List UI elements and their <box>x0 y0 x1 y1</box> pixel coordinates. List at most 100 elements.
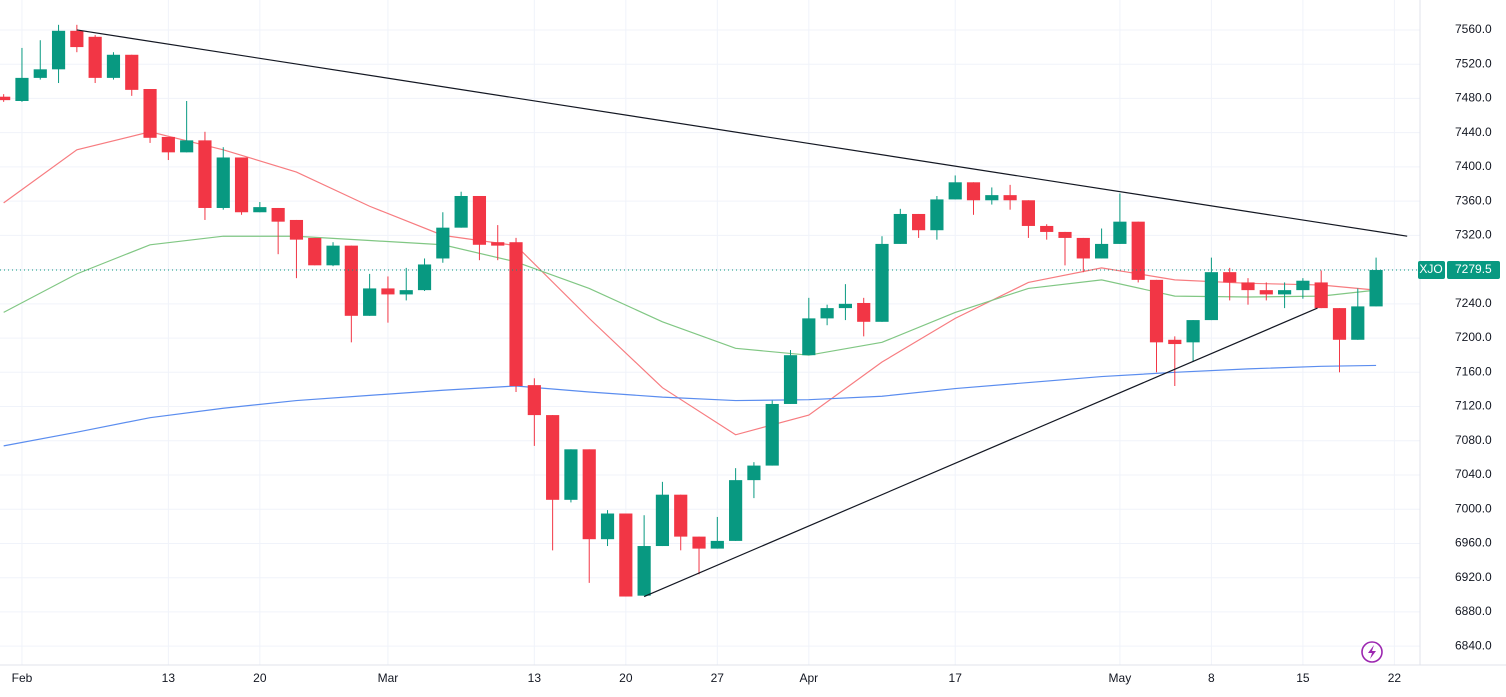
candle-body <box>0 96 11 101</box>
candle-body <box>1186 320 1200 343</box>
symbol-badge <box>1418 261 1445 280</box>
candle-body <box>546 415 560 500</box>
candle-body <box>1351 306 1365 340</box>
x-tick-label: 22 <box>1388 671 1402 685</box>
candle-body <box>527 385 541 416</box>
candle-body <box>454 195 468 228</box>
candle-body <box>491 242 505 246</box>
candle-body <box>966 182 981 201</box>
y-tick-label: 6880.0 <box>1455 604 1492 618</box>
candle-body <box>1314 282 1328 309</box>
candle-body <box>106 54 121 78</box>
candle-body <box>363 288 377 316</box>
candle-body <box>15 77 29 101</box>
candle-body <box>1113 221 1127 244</box>
candle-body <box>125 54 139 90</box>
y-tick-label: 7040.0 <box>1455 467 1492 481</box>
x-tick-label: 27 <box>711 671 725 685</box>
x-tick-label: Apr <box>799 671 818 685</box>
trend-line <box>643 307 1318 598</box>
x-tick-label: 13 <box>162 671 176 685</box>
candle-body <box>51 30 66 70</box>
candle-body <box>820 308 834 319</box>
candle-body <box>344 245 358 316</box>
candle-body <box>637 546 651 596</box>
candle-body <box>143 89 157 138</box>
y-tick-label: 7200.0 <box>1455 330 1492 344</box>
candle-body <box>619 513 633 597</box>
x-tick-label: 17 <box>949 671 963 685</box>
y-tick-label: 6960.0 <box>1455 536 1492 550</box>
candle-body <box>1168 339 1182 345</box>
candle-body <box>198 140 212 208</box>
candle-body <box>1003 195 1017 201</box>
candle-body <box>1369 270 1383 307</box>
x-tick-label: 20 <box>619 671 633 685</box>
price-badge <box>1447 261 1500 280</box>
candle-body <box>692 536 706 549</box>
y-tick-label: 7480.0 <box>1455 91 1492 105</box>
candle-body <box>948 182 962 200</box>
y-tick-label: 7440.0 <box>1455 125 1492 139</box>
candle-body <box>253 207 267 213</box>
price-label: 7279.5 <box>1455 262 1492 276</box>
x-tick-label: 15 <box>1296 671 1310 685</box>
icon-ring <box>1361 641 1383 663</box>
candle-body <box>1149 279 1164 343</box>
y-tick-label: 7000.0 <box>1455 501 1492 515</box>
x-tick-label: Feb <box>12 671 33 685</box>
candle-body <box>582 449 596 540</box>
icon-bolt <box>1368 645 1376 659</box>
moving-average <box>3 364 1377 447</box>
candle-body <box>765 403 779 466</box>
candle-body <box>1278 290 1292 295</box>
candle-body <box>88 36 102 78</box>
y-tick-label: 6840.0 <box>1455 638 1492 652</box>
candle-body <box>180 140 194 153</box>
candle-body <box>399 290 413 295</box>
candle-body <box>308 237 322 266</box>
candle-body <box>674 494 688 537</box>
candle-body <box>1223 272 1237 283</box>
x-tick-label: 13 <box>528 671 542 685</box>
candle-body <box>985 195 999 201</box>
y-tick-label: 6920.0 <box>1455 570 1492 584</box>
candle-body <box>1058 231 1072 238</box>
symbol-label: XJO <box>1419 262 1442 276</box>
candle-body <box>1040 225 1054 232</box>
candle-body <box>783 355 798 404</box>
x-tick-label: Mar <box>378 671 399 685</box>
candle-body <box>1095 243 1109 259</box>
marks <box>0 24 1420 598</box>
candle-body <box>1296 280 1310 291</box>
candle-body <box>838 303 852 309</box>
candle-body <box>710 540 724 549</box>
candle-body <box>1204 272 1218 321</box>
replay-icon[interactable] <box>1361 641 1383 663</box>
candle-body <box>564 449 578 500</box>
candle-body <box>893 213 907 244</box>
candle-body <box>802 318 816 356</box>
candle-body <box>289 219 304 240</box>
x-tick-label: 20 <box>253 671 267 685</box>
candle-body <box>1259 290 1273 295</box>
candle-body <box>436 227 450 259</box>
candle-body <box>1076 237 1090 259</box>
candle-body <box>729 480 743 541</box>
trend-line <box>76 29 1408 237</box>
candle-body <box>161 136 175 153</box>
y-tick-label: 7160.0 <box>1455 364 1492 378</box>
candle-body <box>216 157 230 208</box>
candle-body <box>600 513 615 540</box>
candle-body <box>912 213 926 231</box>
candle-body <box>1131 221 1145 280</box>
candle-body <box>1332 308 1347 340</box>
candle-body <box>70 30 84 48</box>
candle-body <box>472 195 487 245</box>
candle-body <box>381 288 395 295</box>
candle-body <box>930 199 944 231</box>
candle-body <box>655 494 670 547</box>
candle-body <box>33 69 47 78</box>
